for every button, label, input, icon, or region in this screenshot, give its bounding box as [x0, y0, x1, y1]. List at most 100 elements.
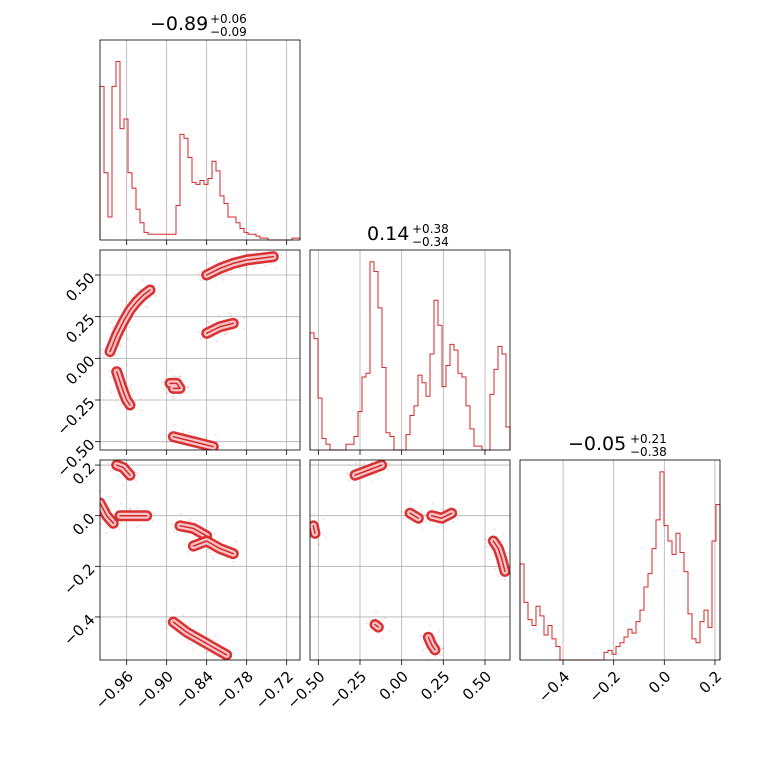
scatter-point — [420, 509, 423, 513]
scatter-point — [192, 452, 194, 454]
scatter-point — [166, 626, 169, 629]
scatter-point — [205, 650, 208, 654]
scatter-point — [234, 540, 237, 544]
scatter-point — [178, 375, 182, 378]
x-tick-label: −0.84 — [172, 668, 217, 713]
scatter-point — [354, 462, 358, 465]
density-contour-inner — [205, 322, 235, 335]
scatter-point — [368, 628, 371, 632]
scatter-point — [214, 634, 217, 637]
scatter-point — [274, 267, 277, 270]
scatter-point — [111, 513, 114, 516]
scatter-point — [421, 649, 425, 652]
scatter-point — [135, 479, 138, 482]
scatter-point — [222, 278, 225, 281]
scatter-point — [93, 507, 95, 509]
scatter-point — [441, 647, 445, 650]
scatter-point — [380, 637, 384, 640]
scatter-point — [119, 403, 122, 406]
scatter-point — [280, 254, 283, 257]
scatter-point — [186, 385, 189, 388]
scatter-point — [138, 524, 141, 527]
y-tick-label: 0.0 — [69, 510, 99, 540]
scatter-frame-0-2 — [99, 459, 301, 661]
scatter-point — [230, 271, 233, 274]
scatter-point — [118, 527, 121, 530]
hist-frame-2 — [519, 459, 721, 661]
y-tick-label: 0.50 — [62, 269, 98, 305]
scatter-point — [388, 462, 391, 465]
data-layer — [93, 60, 721, 661]
scatter-point — [348, 479, 351, 482]
scatter-point — [128, 508, 132, 511]
scatter-panel-1-2 — [310, 460, 510, 660]
density-contour-inner — [172, 621, 228, 656]
title-param-0-plus: +0.06 — [210, 12, 247, 26]
scatter-point — [388, 630, 391, 633]
scatter-point — [185, 392, 188, 395]
scatter-point — [197, 330, 200, 334]
histogram-param-1 — [309, 261, 511, 451]
scatter-point — [440, 653, 443, 657]
scatter-point — [135, 507, 138, 510]
density-contour-inner — [205, 255, 275, 276]
scatter-point — [186, 639, 190, 642]
scatter-point — [264, 264, 267, 267]
scatter-point — [255, 250, 259, 252]
scatter-point — [161, 380, 164, 384]
scatter-point — [401, 510, 404, 513]
scatter-point — [142, 279, 145, 282]
scatter-point — [182, 614, 185, 617]
scatter-point — [100, 522, 103, 526]
scatter-point — [493, 527, 496, 531]
title-param-0-minus: −0.09 — [210, 25, 247, 39]
title-param-2: −0.05 — [568, 433, 626, 455]
scatter-point — [378, 473, 381, 476]
scatter-point — [212, 454, 214, 456]
scatter-point — [179, 512, 183, 515]
scatter-point — [213, 533, 216, 536]
scatter-point — [105, 532, 108, 535]
scatter-point — [119, 502, 123, 505]
scatter-point — [119, 345, 122, 348]
histogram-param-2 — [519, 471, 721, 661]
scatter-point — [434, 655, 437, 658]
scatter-point — [201, 532, 205, 536]
x-tick-label: −0.25 — [325, 668, 370, 713]
scatter-point — [109, 375, 112, 379]
scatter-point — [108, 507, 112, 510]
scatter-point — [431, 502, 434, 505]
scatter-point — [151, 519, 154, 522]
y-tick-label: 0.25 — [62, 310, 98, 346]
scatter-point — [204, 436, 207, 439]
scatter-point — [225, 331, 228, 335]
density-contour-inner — [115, 370, 131, 406]
scatter-point — [420, 528, 424, 531]
density-contour-inner — [100, 502, 115, 525]
scatter-point — [370, 480, 374, 483]
scatter-point — [248, 247, 250, 249]
scatter-point — [209, 551, 212, 554]
scatter-point — [139, 409, 142, 412]
scatter-point — [110, 391, 113, 394]
scatter-point — [217, 314, 220, 318]
density-contour-inner — [109, 289, 151, 353]
scatter-point — [172, 395, 175, 398]
scatter-point — [122, 483, 125, 487]
scatter-point — [173, 423, 176, 426]
scatter-point — [164, 619, 167, 622]
scatter-point — [171, 375, 175, 378]
scatter-point — [236, 648, 239, 651]
scatter-point — [186, 386, 190, 389]
scatter-point — [125, 364, 128, 367]
x-tick-label: −0.78 — [212, 668, 257, 713]
scatter-point — [206, 320, 209, 323]
scatter-point — [188, 520, 191, 523]
density-contour-inner — [492, 540, 506, 573]
density-contour-inner — [409, 512, 420, 519]
scatter-point — [225, 557, 228, 560]
scatter-point — [132, 293, 135, 296]
scatter-point — [199, 337, 202, 340]
title-param-2-minus: −0.38 — [630, 445, 667, 459]
scatter-point — [174, 375, 177, 378]
